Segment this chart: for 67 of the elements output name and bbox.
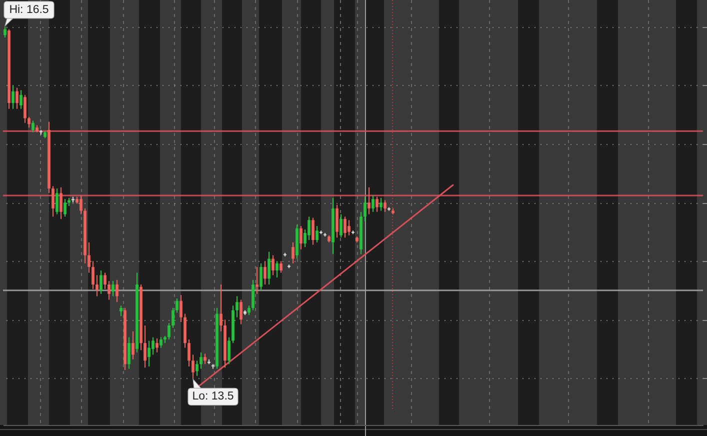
- candlestick: [12, 84, 14, 110]
- candlestick: [280, 260, 282, 274]
- candlestick: [168, 322, 170, 340]
- candlestick: [100, 270, 102, 294]
- candlestick: [116, 279, 118, 303]
- candlestick: [4, 26, 6, 38]
- candlestick: [24, 94, 26, 124]
- candlestick: [236, 296, 238, 318]
- candlestick: [80, 195, 82, 215]
- candlestick: [204, 353, 206, 365]
- candlestick: [148, 340, 150, 367]
- candlestick: [240, 299, 242, 325]
- candlestick: [364, 196, 366, 222]
- candlestick: [380, 197, 382, 212]
- candlestick: [64, 198, 66, 218]
- candlestick: [192, 354, 194, 379]
- candlestick: [28, 116, 30, 128]
- candlestick: [308, 216, 310, 241]
- candlestick: [172, 307, 174, 328]
- candlestick: [188, 339, 190, 367]
- candlestick: [272, 254, 274, 276]
- candlestick: [220, 284, 222, 332]
- candlestick: [196, 360, 198, 376]
- candlestick: [144, 324, 146, 368]
- candlestick: [96, 274, 98, 297]
- candlestick: [120, 305, 122, 317]
- candlestick: [376, 196, 378, 212]
- candlestick: [104, 272, 106, 290]
- candlestick: [16, 87, 18, 110]
- candlestick: [336, 204, 338, 238]
- candlestick: [312, 217, 314, 246]
- candlestick: [268, 251, 270, 286]
- candlestick: [176, 298, 178, 314]
- candlestick: [340, 214, 342, 238]
- candlestick: [200, 352, 202, 370]
- candlestick: [368, 186, 370, 215]
- candlestick: [128, 336, 130, 370]
- candlestick: [316, 225, 318, 243]
- candlestick: [248, 305, 250, 316]
- candlestick: [52, 186, 54, 218]
- candlestick: [152, 336, 154, 356]
- candlestick: [252, 279, 254, 311]
- candlestick: [32, 120, 34, 133]
- candlestick: [276, 260, 278, 278]
- candlestick: [260, 262, 262, 291]
- candlestick: [228, 336, 230, 365]
- candlestick: [372, 195, 374, 212]
- candlestick: [156, 338, 158, 353]
- candlestick: [300, 225, 302, 250]
- candlestick: [348, 220, 350, 236]
- candlestick: [160, 336, 162, 348]
- annotation: Hi: 16.5: [9, 4, 49, 16]
- candlestick: [92, 260, 94, 290]
- annotation: Lo: 13.5: [192, 390, 234, 403]
- candlestick: [264, 260, 266, 286]
- candlestick: [292, 242, 294, 264]
- candlestick: [180, 294, 182, 322]
- candlestick: [132, 330, 134, 360]
- candlestick: [20, 90, 22, 110]
- candlestick: [112, 280, 114, 297]
- candlestick: [384, 200, 386, 212]
- candlestick: [256, 266, 258, 294]
- candlestick: [60, 186, 62, 220]
- candlestick: [88, 242, 90, 274]
- candlestick: [108, 280, 110, 300]
- candlestick: [344, 216, 346, 238]
- candlestick: [56, 188, 58, 215]
